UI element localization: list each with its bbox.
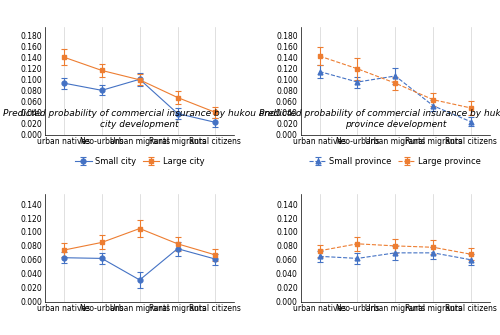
- Legend: Small province, Large province: Small province, Large province: [310, 157, 482, 166]
- Legend: Small city, Large city: Small city, Large city: [75, 157, 204, 166]
- Text: Predicted probability of commercial insurance by hukou and
province development: Predicted probability of commercial insu…: [259, 109, 500, 129]
- Text: Predicted probability of commercial insurance by hukou and
city development: Predicted probability of commercial insu…: [3, 109, 276, 129]
